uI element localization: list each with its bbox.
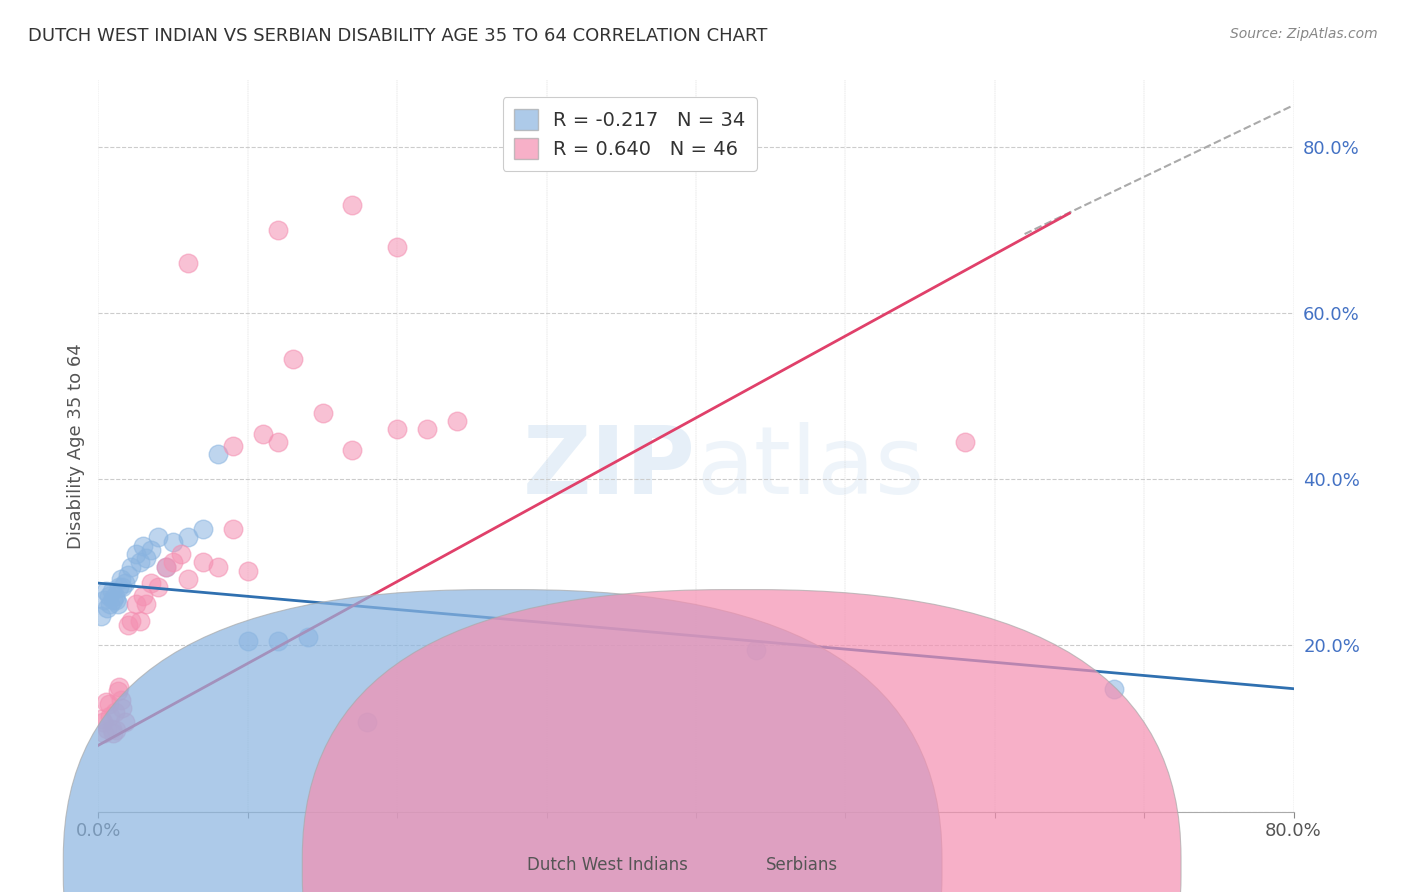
Point bbox=[416, 422, 439, 436]
Point bbox=[177, 256, 200, 270]
Point bbox=[191, 555, 214, 569]
Point bbox=[93, 725, 115, 739]
Point bbox=[148, 530, 170, 544]
Text: atlas: atlas bbox=[696, 422, 924, 514]
Point bbox=[207, 447, 229, 461]
Point bbox=[93, 592, 115, 607]
Point bbox=[114, 576, 136, 591]
Point bbox=[953, 434, 976, 449]
Point bbox=[162, 555, 184, 569]
Point bbox=[94, 695, 117, 709]
Point bbox=[169, 547, 191, 561]
Point bbox=[98, 597, 122, 611]
Point bbox=[104, 589, 127, 603]
Point bbox=[236, 634, 259, 648]
Point bbox=[177, 572, 200, 586]
Y-axis label: Disability Age 35 to 64: Disability Age 35 to 64 bbox=[66, 343, 84, 549]
Point bbox=[91, 714, 114, 729]
Point bbox=[267, 434, 290, 449]
Point bbox=[97, 697, 120, 711]
Point bbox=[135, 551, 157, 566]
Point bbox=[148, 580, 170, 594]
Point bbox=[267, 634, 290, 648]
Point bbox=[98, 709, 122, 723]
Point bbox=[1104, 681, 1126, 696]
Point bbox=[97, 589, 120, 603]
Text: Dutch West Indians: Dutch West Indians bbox=[527, 856, 688, 874]
Point bbox=[155, 559, 177, 574]
Point bbox=[135, 597, 157, 611]
Point bbox=[155, 559, 177, 574]
Point bbox=[139, 576, 162, 591]
Point bbox=[236, 564, 259, 578]
Point bbox=[356, 714, 378, 729]
Text: ZIP: ZIP bbox=[523, 422, 696, 514]
Point bbox=[111, 701, 134, 715]
Text: DUTCH WEST INDIAN VS SERBIAN DISABILITY AGE 35 TO 64 CORRELATION CHART: DUTCH WEST INDIAN VS SERBIAN DISABILITY … bbox=[28, 27, 768, 45]
Point bbox=[125, 547, 148, 561]
Point bbox=[446, 414, 468, 428]
Point bbox=[108, 680, 131, 694]
Point bbox=[114, 714, 136, 729]
Point bbox=[297, 630, 319, 644]
Point bbox=[311, 406, 333, 420]
Point bbox=[385, 422, 409, 436]
Point bbox=[129, 555, 152, 569]
Text: Serbians: Serbians bbox=[766, 856, 838, 874]
Point bbox=[111, 580, 134, 594]
Legend: R = -0.217   N = 34, R = 0.640   N = 46: R = -0.217 N = 34, R = 0.640 N = 46 bbox=[502, 97, 756, 170]
Point bbox=[96, 722, 118, 736]
Point bbox=[117, 567, 139, 582]
Point bbox=[222, 439, 245, 453]
Point bbox=[105, 723, 128, 738]
Point bbox=[267, 223, 290, 237]
Point bbox=[129, 614, 152, 628]
Point bbox=[222, 522, 245, 536]
Point bbox=[90, 609, 112, 624]
Point bbox=[252, 426, 274, 441]
Point bbox=[101, 584, 124, 599]
Point bbox=[132, 589, 155, 603]
Point bbox=[103, 725, 125, 739]
Point bbox=[110, 692, 132, 706]
Point bbox=[162, 534, 184, 549]
Point bbox=[177, 530, 200, 544]
Point bbox=[207, 559, 229, 574]
Point bbox=[117, 617, 139, 632]
Point bbox=[125, 597, 148, 611]
Point bbox=[342, 198, 364, 212]
Point bbox=[90, 712, 112, 726]
Point bbox=[107, 597, 129, 611]
Point bbox=[745, 642, 768, 657]
Point bbox=[101, 722, 124, 736]
Point bbox=[104, 705, 127, 719]
Point bbox=[96, 601, 118, 615]
Point bbox=[139, 542, 162, 557]
Point bbox=[105, 592, 128, 607]
Point bbox=[107, 684, 129, 698]
Point bbox=[120, 614, 142, 628]
Point bbox=[94, 584, 117, 599]
Point bbox=[132, 539, 155, 553]
Point bbox=[103, 592, 125, 607]
Text: Source: ZipAtlas.com: Source: ZipAtlas.com bbox=[1230, 27, 1378, 41]
Point bbox=[108, 580, 131, 594]
Point bbox=[385, 239, 409, 253]
Point bbox=[110, 572, 132, 586]
Point bbox=[120, 559, 142, 574]
Point bbox=[342, 443, 364, 458]
Point bbox=[191, 522, 214, 536]
Point bbox=[281, 351, 304, 366]
